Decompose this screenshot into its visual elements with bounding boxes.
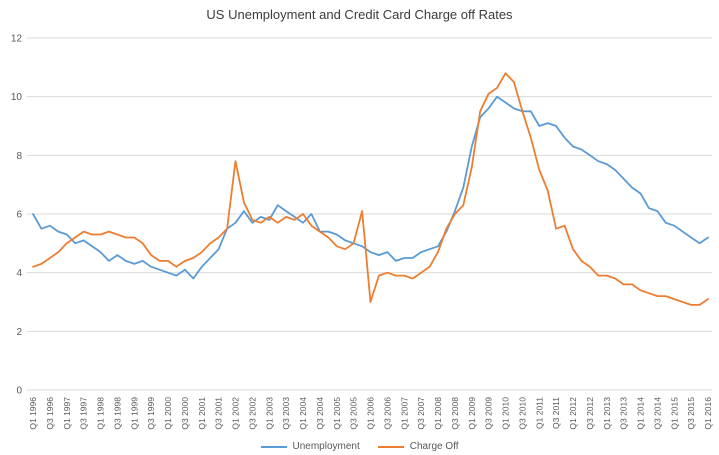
x-axis-tick-label: Q1 2012 <box>568 397 578 430</box>
series-line-unemployment <box>32 95 709 280</box>
x-axis-tick-label: Q1 2005 <box>332 397 342 430</box>
x-axis-tick-label: Q3 2002 <box>247 397 257 430</box>
x-axis-tick-label: Q3 2011 <box>551 397 561 429</box>
x-axis-tick-label: Q3 2012 <box>585 397 595 430</box>
x-axis-tick-label: Q3 2015 <box>686 397 696 430</box>
x-axis-tick-label: Q1 1997 <box>62 397 72 430</box>
x-axis-tick-label: Q3 2007 <box>416 397 426 430</box>
x-axis-tick-label: Q3 2000 <box>180 397 190 430</box>
x-axis-tick-label: Q1 2010 <box>501 397 511 430</box>
x-axis-tick-label: Q3 2005 <box>349 397 359 430</box>
y-axis-tick-label: 8 <box>16 151 22 162</box>
y-axis-tick-label: 6 <box>16 210 22 221</box>
y-axis-tick-label: 0 <box>16 386 22 397</box>
x-axis-tick-label: Q3 2004 <box>315 397 325 430</box>
y-axis-tick-label: 10 <box>11 92 23 103</box>
x-axis-tick-label: Q3 1997 <box>79 397 89 430</box>
x-axis-tick-label: Q3 2010 <box>517 397 527 430</box>
legend-item-charge-off: Charge Off <box>377 441 459 452</box>
x-axis-tick-label: Q3 2008 <box>450 397 460 430</box>
x-axis-tick-label: Q3 2014 <box>652 397 662 430</box>
x-axis-tick-label: Q1 2009 <box>467 397 477 430</box>
y-axis-tick-label: 12 <box>11 34 23 45</box>
x-axis-tick-label: Q1 2016 <box>703 397 713 430</box>
unemployment-legend-label: Unemployment <box>292 441 360 452</box>
x-axis-tick-label: Q1 2007 <box>399 397 409 430</box>
x-axis-tick-label: Q3 2009 <box>484 397 494 430</box>
x-axis-tick-label: Q1 2015 <box>669 397 679 430</box>
x-axis-tick-label: Q3 2013 <box>619 397 629 430</box>
x-axis-tick-label: Q1 2004 <box>298 397 308 430</box>
x-axis-tick-label: Q3 2003 <box>281 397 291 430</box>
x-axis-tick-label: Q1 2002 <box>231 397 241 430</box>
x-axis-tick-label: Q3 1998 <box>112 397 122 430</box>
x-axis-tick-label: Q1 2003 <box>264 397 274 430</box>
plot-area: 0 2 4 6 8 10 12 Q1 1996 Q3 1996 Q1 1997 Q3 1997 Q1 … <box>11 34 713 430</box>
unemployment-line-swatch <box>260 445 287 448</box>
series-line-charge-off <box>32 72 709 306</box>
legend-item-unemployment: Unemployment <box>260 441 360 452</box>
x-axis-tick-label: Q1 2008 <box>433 397 443 430</box>
y-axis-tick-label: 2 <box>16 327 22 338</box>
x-axis-tick-label: Q1 2006 <box>366 397 376 430</box>
x-axis-tick-label: Q3 1999 <box>146 397 156 430</box>
x-axis-tick-label: Q1 1996 <box>28 397 38 430</box>
x-axis-tick-label: Q1 2000 <box>163 397 173 430</box>
x-axis-tick-label: Q3 2001 <box>214 397 224 430</box>
y-axis-tick-label: 4 <box>16 268 22 279</box>
x-axis-tick-label: Q3 1996 <box>45 397 55 430</box>
x-axis-tick-label: Q3 2006 <box>382 397 392 430</box>
chart-title: US Unemployment and Credit Card Charge o… <box>206 7 513 22</box>
x-axis-tick-label: Q1 2013 <box>602 397 612 430</box>
x-axis-tick-label: Q1 2011 <box>534 397 544 429</box>
x-axis-tick-label: Q1 2014 <box>636 397 646 430</box>
charge-off-legend-label: Charge Off <box>409 441 459 452</box>
x-axis-tick-label: Q1 1998 <box>96 397 106 430</box>
x-axis-tick-label: Q1 1999 <box>129 397 139 430</box>
legend: Unemployment Charge Off <box>0 441 719 452</box>
x-axis-tick-label: Q1 2001 <box>197 397 207 430</box>
charge-off-line-swatch <box>377 445 404 448</box>
